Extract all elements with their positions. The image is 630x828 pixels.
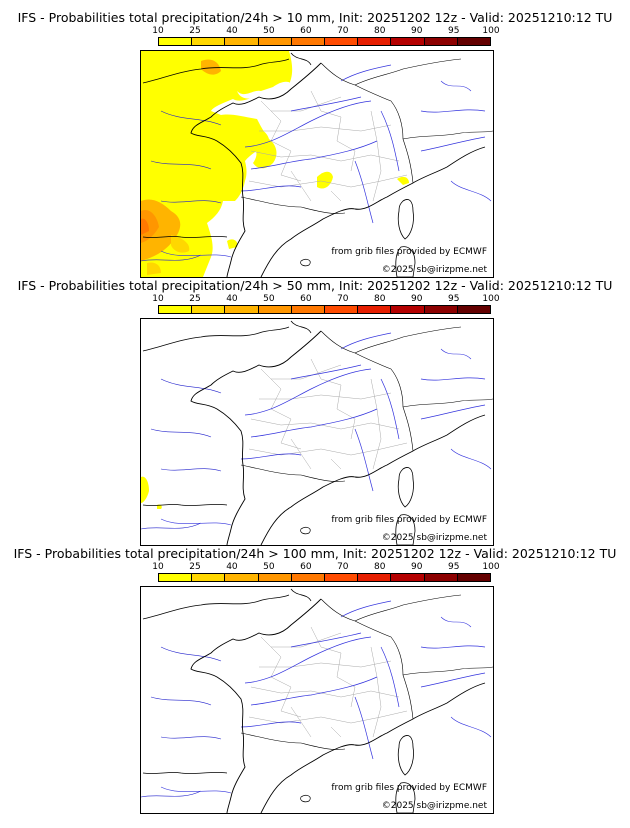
scale-swatch <box>457 306 491 313</box>
scale-swatch <box>258 574 292 581</box>
panel-50mm: IFS - Probabilities total precipitation/… <box>0 278 630 546</box>
scale-swatch <box>159 306 193 313</box>
scale-swatch <box>424 306 458 313</box>
color-scale-labels: 10 25 40 50 60 70 80 90 95 100 <box>152 562 499 572</box>
scale-tick: 50 <box>263 26 275 36</box>
scale-swatch <box>457 574 491 581</box>
scale-tick: 80 <box>374 294 386 304</box>
scale-tick: 95 <box>447 26 460 36</box>
scale-tick: 70 <box>337 294 349 304</box>
scale-tick: 40 <box>226 294 238 304</box>
scale-tick: 60 <box>300 26 312 36</box>
color-scale-bar <box>158 37 491 46</box>
scale-tick: 10 <box>152 294 164 304</box>
scale-swatch <box>258 306 292 313</box>
scale-swatch <box>291 574 326 581</box>
panel-title: IFS - Probabilities total precipitation/… <box>17 278 613 293</box>
scale-swatch <box>457 38 491 45</box>
scale-swatch <box>391 306 425 313</box>
scale-swatch <box>325 306 359 313</box>
scale-tick: 10 <box>152 26 164 36</box>
data-source-credit: from grib files provided by ECMWF <box>331 515 487 525</box>
scale-swatch <box>358 574 392 581</box>
scale-tick: 50 <box>263 562 275 572</box>
color-scale-labels: 10 25 40 50 60 70 80 90 95 100 <box>152 294 499 304</box>
scale-swatch <box>225 574 259 581</box>
scale-tick: 100 <box>482 26 500 36</box>
scale-swatch <box>325 574 359 581</box>
scale-tick: 10 <box>152 562 164 572</box>
scale-tick: 80 <box>374 26 386 36</box>
scale-tick: 95 <box>447 562 460 572</box>
scale-swatch <box>391 574 425 581</box>
precipitation-map: from grib files provided by ECMWF ©2025 … <box>140 586 494 814</box>
panel-title: IFS - Probabilities total precipitation/… <box>17 10 613 25</box>
scale-tick: 50 <box>263 294 275 304</box>
panel-title: IFS - Probabilities total precipitation/… <box>13 546 617 561</box>
scale-tick: 70 <box>337 26 349 36</box>
color-scale-bar <box>158 573 491 582</box>
panel-100mm: IFS - Probabilities total precipitation/… <box>0 546 630 814</box>
scale-swatch <box>192 38 226 45</box>
scale-swatch <box>391 38 425 45</box>
scale-tick: 80 <box>374 562 386 572</box>
precipitation-map: from grib files provided by ECMWF ©2025 … <box>140 318 494 546</box>
scale-tick: 40 <box>226 562 238 572</box>
scale-tick: 90 <box>411 562 423 572</box>
copyright-credit: ©2025 sb@irizpme.net <box>381 801 487 811</box>
scale-swatch <box>358 38 392 45</box>
color-scale-labels: 10 25 40 50 60 70 80 90 95 100 <box>152 26 499 36</box>
scale-tick: 100 <box>482 562 500 572</box>
scale-swatch <box>225 306 259 313</box>
precipitation-map: from grib files provided by ECMWF ©2025 … <box>140 50 494 278</box>
scale-swatch <box>258 38 292 45</box>
map-canvas <box>141 588 493 813</box>
copyright-credit: ©2025 sb@irizpme.net <box>381 533 487 543</box>
scale-swatch <box>291 38 326 45</box>
scale-swatch <box>325 38 359 45</box>
scale-tick: 25 <box>189 26 201 36</box>
scale-tick: 95 <box>447 294 460 304</box>
data-source-credit: from grib files provided by ECMWF <box>331 783 487 793</box>
scale-swatch <box>159 38 193 45</box>
map-canvas <box>141 320 493 545</box>
scale-swatch <box>225 38 259 45</box>
scale-tick: 100 <box>482 294 500 304</box>
copyright-credit: ©2025 sb@irizpme.net <box>381 265 487 275</box>
scale-swatch <box>192 306 226 313</box>
scale-swatch <box>424 38 458 45</box>
scale-swatch <box>159 574 193 581</box>
scale-tick: 25 <box>189 562 201 572</box>
scale-tick: 60 <box>300 562 312 572</box>
panel-10mm: IFS - Probabilities total precipitation/… <box>0 10 630 278</box>
scale-tick: 70 <box>337 562 349 572</box>
scale-tick: 60 <box>300 294 312 304</box>
scale-swatch <box>192 574 226 581</box>
scale-tick: 25 <box>189 294 201 304</box>
color-scale-bar <box>158 305 491 314</box>
data-source-credit: from grib files provided by ECMWF <box>331 247 487 257</box>
scale-tick: 90 <box>411 26 423 36</box>
scale-swatch <box>358 306 392 313</box>
map-canvas <box>141 51 493 277</box>
scale-tick: 90 <box>411 294 423 304</box>
scale-tick: 40 <box>226 26 238 36</box>
scale-swatch <box>424 574 458 581</box>
scale-swatch <box>291 306 326 313</box>
